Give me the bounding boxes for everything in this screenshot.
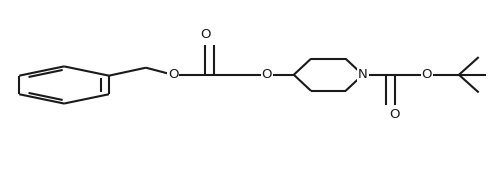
Text: N: N xyxy=(358,68,368,81)
Text: O: O xyxy=(261,68,272,81)
Text: O: O xyxy=(422,68,432,81)
Text: O: O xyxy=(200,28,211,41)
Text: O: O xyxy=(168,68,178,81)
Text: O: O xyxy=(389,108,400,121)
